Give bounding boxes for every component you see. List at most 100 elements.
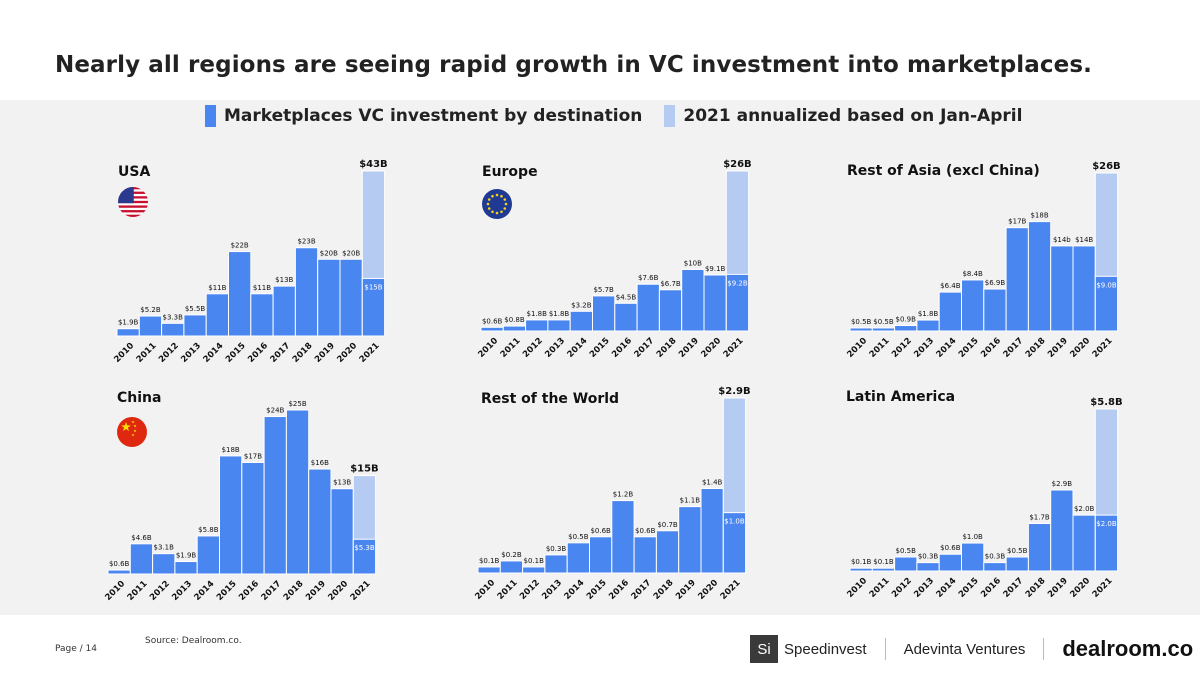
usa-flag-canton: [118, 187, 134, 204]
x-tick-label-rest-of-the-world: 2012: [518, 578, 542, 602]
speedinvest-logo-mark: Si: [750, 635, 778, 663]
data-label-rest-of-the-world: $1.0B: [724, 518, 745, 526]
data-label-rest-of-the-world: $0.6B: [590, 527, 611, 535]
x-tick-label-rest-of-asia-excl-china: 2013: [912, 336, 936, 360]
bar-rest-of-the-world: [633, 536, 657, 574]
usa-flag-stripe: [118, 214, 148, 217]
x-tick-label-china: 2019: [304, 579, 328, 603]
eu-flag-star: [495, 193, 499, 197]
data-label-usa: $3.3B: [163, 313, 184, 321]
data-label-latin-america: $2.0B: [1096, 520, 1117, 528]
x-tick-label-rest-of-the-world: 2014: [563, 578, 587, 602]
x-tick-label-china: 2013: [170, 579, 194, 603]
data-label-usa: $20B: [342, 249, 360, 257]
bar-usa: [205, 293, 229, 337]
x-tick-label-latin-america: 2021: [1091, 576, 1115, 600]
data-label-usa: $22B: [231, 242, 249, 250]
bar-china: [330, 488, 354, 575]
bar-china: [152, 553, 176, 575]
usa-flag-body: [118, 187, 148, 217]
bar-rest-of-asia-excl-china: [961, 279, 985, 332]
data-label-europe: $9.2B: [727, 279, 748, 287]
chart-title-europe: Europe: [482, 164, 538, 180]
bar-europe: [636, 283, 660, 332]
speedinvest-logo-text: Speedinvest: [784, 640, 867, 658]
usa-flag-stripe: [118, 207, 148, 211]
bar-europe: [480, 326, 504, 332]
x-tick-label-rest-of-asia-excl-china: 2017: [1002, 336, 1026, 360]
x-tick-label-latin-america: 2017: [1002, 576, 1026, 600]
data-label-usa: $23B: [297, 238, 315, 246]
x-tick-label-usa: 2011: [135, 341, 159, 365]
bar-europe: [525, 319, 549, 332]
x-tick-label-china: 2015: [215, 579, 239, 603]
eu-flag-star: [504, 202, 508, 206]
x-tick-label-usa: 2012: [157, 341, 181, 365]
bar-usa: [272, 285, 296, 337]
data-label-rest-of-asia-excl-china: $1.8B: [918, 310, 939, 318]
x-tick-label-china: 2016: [237, 579, 261, 603]
bar-latin-america: [916, 562, 940, 572]
x-tick-label-rest-of-asia-excl-china: 2011: [868, 336, 892, 360]
data-label-europe: $1.8B: [549, 310, 570, 318]
x-tick-label-china: 2011: [126, 579, 150, 603]
data-label-europe: $4.5B: [616, 293, 637, 301]
bar-latin-america: [1027, 523, 1052, 572]
data-label-rest-of-the-world: $0.1B: [479, 557, 500, 565]
bar-china: [129, 543, 154, 575]
x-tick-label-usa: 2020: [335, 341, 359, 365]
x-tick-label-rest-of-asia-excl-china: 2018: [1024, 336, 1048, 360]
bar-usa: [250, 293, 274, 337]
bar-europe: [547, 319, 571, 332]
eu-flag-field: [482, 189, 512, 219]
x-tick-label-europe: 2019: [677, 336, 701, 360]
data-label-usa: $15B: [364, 283, 382, 291]
data-label-latin-america: $2.0B: [1074, 505, 1095, 513]
bar-latin-america: [983, 562, 1007, 572]
bar-latin-america: [1050, 489, 1074, 572]
bar-latin-america: [849, 567, 873, 572]
bar-europe: [502, 325, 527, 332]
x-tick-label-rest-of-the-world: 2017: [630, 578, 654, 602]
logo-divider: [1043, 638, 1045, 660]
data-label-rest-of-asia-excl-china: $17B: [1008, 218, 1026, 226]
bar-rest-of-asia-excl-china: [916, 319, 940, 332]
x-tick-label-europe: 2010: [476, 336, 500, 360]
x-tick-label-usa: 2019: [313, 341, 337, 365]
bar-europe: [658, 289, 683, 332]
data-label-latin-america: $0.3B: [985, 553, 1006, 561]
data-label-china: $4.6B: [131, 534, 152, 542]
data-label-china: $18B: [222, 446, 240, 454]
x-tick-label-china: 2021: [349, 579, 373, 603]
china-flag-body: [117, 417, 147, 447]
bar-china: [174, 561, 198, 575]
bar-rest-of-asia-excl-china: [894, 325, 918, 332]
eu-flag-star: [495, 211, 499, 215]
x-tick-label-latin-america: 2011: [868, 576, 892, 600]
bar-usa: [138, 315, 163, 337]
data-label-latin-america: $0.1B: [873, 558, 894, 566]
eu-flag-star: [500, 210, 503, 214]
usa-flag-stripe: [118, 210, 148, 213]
legend-actual: Marketplaces VC investment by destinatio…: [205, 105, 642, 127]
data-label-rest-of-asia-excl-china: $6.9B: [985, 279, 1006, 287]
data-label-latin-america: $0.5B: [896, 547, 917, 555]
eu-flag-body: [482, 189, 512, 219]
x-tick-label-rest-of-the-world: 2011: [496, 578, 520, 602]
data-label-china: $3.1B: [154, 544, 175, 552]
data-label-china: $24B: [266, 407, 284, 415]
data-label-latin-america: $1.7B: [1029, 514, 1050, 522]
usa-flag-stripe: [118, 212, 148, 215]
bar-china: [241, 461, 265, 575]
x-tick-label-china: 2017: [260, 579, 284, 603]
x-tick-label-europe: 2011: [499, 336, 523, 360]
x-tick-label-rest-of-asia-excl-china: 2015: [957, 336, 981, 360]
x-tick-label-latin-america: 2013: [912, 576, 936, 600]
data-label-rest-of-asia-excl-china: $0.5B: [851, 318, 872, 326]
x-tick-label-rest-of-the-world: 2010: [473, 578, 497, 602]
annualized-label-latin-america: $5.8B: [1090, 397, 1122, 408]
data-label-usa: $1.9B: [118, 319, 139, 327]
x-tick-label-europe: 2015: [588, 336, 612, 360]
x-tick-label-europe: 2018: [655, 336, 679, 360]
x-tick-label-china: 2012: [148, 579, 172, 603]
